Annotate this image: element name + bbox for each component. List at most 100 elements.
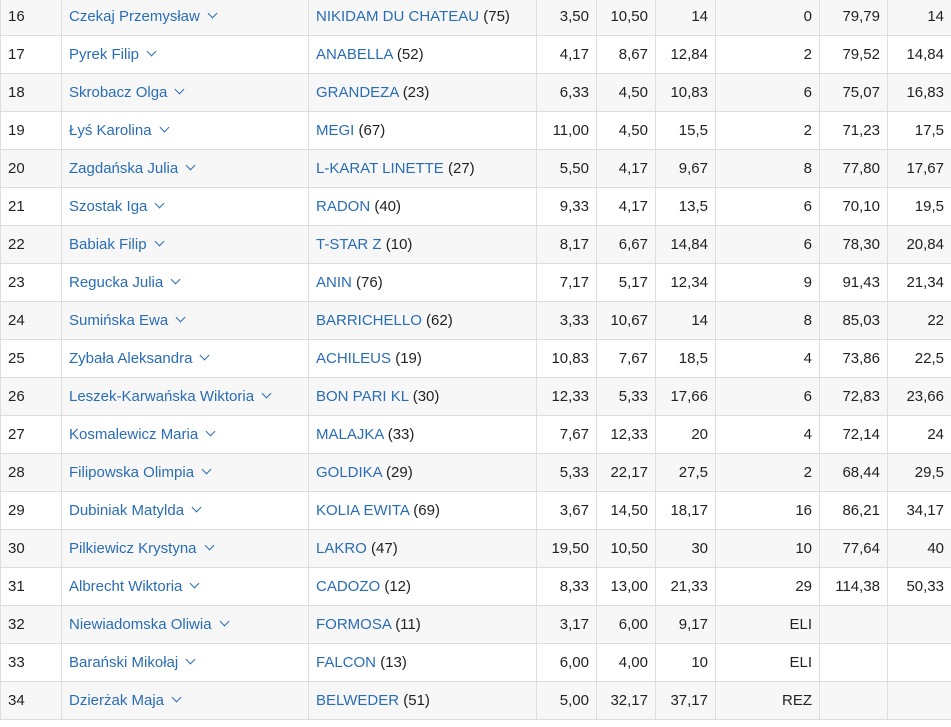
table-row: 19 Łyś Karolina MEGI (67) 11,00 4,50 15,5 2 71,… xyxy=(0,111,951,150)
horse-link[interactable]: NIKIDAM DU CHATEAU xyxy=(316,8,480,25)
horse-link[interactable]: MALAJKA xyxy=(316,426,384,443)
horse-link[interactable]: CADOZO xyxy=(316,578,381,595)
horse-link[interactable]: L-KARAT LINETTE xyxy=(316,160,444,177)
rider-dropdown[interactable]: Zybała Aleksandra xyxy=(69,350,210,367)
time-cell xyxy=(819,605,888,644)
horse-link[interactable]: BELWEDER xyxy=(316,692,400,709)
chevron-down-icon[interactable] xyxy=(205,426,216,437)
rider-name[interactable]: Zagdańska Julia xyxy=(69,160,179,177)
chevron-down-icon[interactable] xyxy=(154,198,165,209)
rider-dropdown[interactable]: Zagdańska Julia xyxy=(69,160,196,177)
horse-link[interactable]: ACHILEUS xyxy=(316,350,392,367)
score-cell-1: 5,33 xyxy=(536,453,597,492)
position-cell: 21 xyxy=(0,187,62,226)
rider-name[interactable]: Sumińska Ewa xyxy=(69,312,169,329)
chevron-down-icon[interactable] xyxy=(185,160,196,171)
rider-name[interactable]: Leszek-Karwańska Wiktoria xyxy=(69,388,255,405)
rider-name[interactable]: Skrobacz Olga xyxy=(69,84,168,101)
rider-dropdown[interactable]: Niewiadomska Oliwia xyxy=(69,616,229,633)
chevron-down-icon[interactable] xyxy=(146,46,157,57)
rider-cell: Pilkiewicz Krystyna xyxy=(61,529,309,568)
rider-name[interactable]: Niewiadomska Oliwia xyxy=(69,616,212,633)
chevron-down-icon[interactable] xyxy=(204,540,214,551)
table-row: 21 Szostak Iga RADON (40) 9,33 4,17 13,5 6 70,1… xyxy=(0,187,951,226)
rider-name[interactable]: Pilkiewicz Krystyna xyxy=(69,540,197,557)
position-cell: 32 xyxy=(0,605,62,644)
rider-dropdown[interactable]: Albrecht Wiktoria xyxy=(69,578,200,595)
chevron-down-icon[interactable] xyxy=(189,578,200,589)
horse-link[interactable]: GOLDIKA xyxy=(316,464,382,481)
chevron-down-icon[interactable] xyxy=(170,274,181,285)
rider-dropdown[interactable]: Kosmalewicz Maria xyxy=(69,426,216,443)
chevron-down-icon[interactable] xyxy=(201,464,212,475)
rider-name[interactable]: Dubiniak Matylda xyxy=(69,502,185,519)
horse-link[interactable]: GRANDEZA xyxy=(316,84,399,101)
chevron-down-icon[interactable] xyxy=(207,8,218,19)
rider-dropdown[interactable]: Łyś Karolina xyxy=(69,122,169,139)
chevron-down-icon[interactable] xyxy=(199,350,210,361)
horse-link[interactable]: BARRICHELLO xyxy=(316,312,422,329)
rider-name[interactable]: Regucka Julia xyxy=(69,274,164,291)
horse-link[interactable]: KOLIA EWITA xyxy=(316,502,410,519)
horse-cell: GRANDEZA (23) xyxy=(308,73,537,112)
chevron-down-icon[interactable] xyxy=(171,692,182,703)
rider-name[interactable]: Zybała Aleksandra xyxy=(69,350,193,367)
time-cell: 73,86 xyxy=(819,339,888,378)
score-cell-2: 22,17 xyxy=(596,453,656,492)
penalty-cell: 4 xyxy=(715,415,820,454)
rider-name[interactable]: Pyrek Filip xyxy=(69,46,140,63)
rider-name[interactable]: Dzierżak Maja xyxy=(69,692,165,709)
rider-name[interactable]: Szostak Iga xyxy=(69,198,148,215)
rider-dropdown[interactable]: Czekaj Przemysław xyxy=(69,8,218,25)
rider-dropdown[interactable]: Skrobacz Olga xyxy=(69,84,185,101)
rider-name[interactable]: Barański Mikołaj xyxy=(69,654,179,671)
rider-dropdown[interactable]: Szostak Iga xyxy=(69,198,165,215)
horse-cell: RADON (40) xyxy=(308,187,537,226)
rider-name[interactable]: Kosmalewicz Maria xyxy=(69,426,199,443)
rider-dropdown[interactable]: Dubiniak Matylda xyxy=(69,502,202,519)
chevron-down-icon[interactable] xyxy=(154,236,164,247)
rider-name[interactable]: Babiak Filip xyxy=(69,236,147,253)
horse-link[interactable]: BON PARI KL xyxy=(316,388,409,405)
time-cell xyxy=(819,643,888,682)
rider-dropdown[interactable]: Pyrek Filip xyxy=(69,46,157,63)
rider-dropdown[interactable]: Filipowska Olimpia xyxy=(69,464,212,481)
table-row: 32 Niewiadomska Oliwia FORMOSA (11) 3,17 6,0… xyxy=(0,605,951,644)
rider-name[interactable]: Filipowska Olimpia xyxy=(69,464,195,481)
chevron-down-icon[interactable] xyxy=(219,616,229,627)
horse-link[interactable]: T-STAR Z xyxy=(316,236,382,253)
horse-link[interactable]: ANABELLA xyxy=(316,46,393,63)
time-cell: 72,14 xyxy=(819,415,888,454)
score-cell-1: 19,50 xyxy=(536,529,597,568)
rider-name[interactable]: Łyś Karolina xyxy=(69,122,152,139)
penalty-cell: 6 xyxy=(715,377,820,416)
rider-name[interactable]: Czekaj Przemysław xyxy=(69,8,200,25)
rider-cell: Filipowska Olimpia xyxy=(61,453,309,492)
horse-link[interactable]: FORMOSA xyxy=(316,616,392,633)
chevron-down-icon[interactable] xyxy=(175,312,186,323)
chevron-down-icon[interactable] xyxy=(191,502,202,513)
rider-dropdown[interactable]: Dzierżak Maja xyxy=(69,692,182,709)
rider-dropdown[interactable]: Pilkiewicz Krystyna xyxy=(69,540,214,557)
rider-dropdown[interactable]: Regucka Julia xyxy=(69,274,181,291)
chevron-down-icon[interactable] xyxy=(159,122,169,133)
rider-dropdown[interactable]: Sumińska Ewa xyxy=(69,312,186,329)
horse-link[interactable]: LAKRO xyxy=(316,540,367,557)
horse-link[interactable]: RADON xyxy=(316,198,371,215)
rider-name[interactable]: Albrecht Wiktoria xyxy=(69,578,183,595)
position-cell: 29 xyxy=(0,491,62,530)
horse-link[interactable]: FALCON xyxy=(316,654,377,671)
rider-dropdown[interactable]: Babiak Filip xyxy=(69,236,164,253)
rider-dropdown[interactable]: Barański Mikołaj xyxy=(69,654,196,671)
rider-dropdown[interactable]: Leszek-Karwańska Wiktoria xyxy=(69,388,272,405)
chevron-down-icon[interactable] xyxy=(174,84,185,95)
horse-start-number: (33) xyxy=(387,426,415,443)
score-cell-3: 9,67 xyxy=(655,149,716,188)
total-cell: 20,84 xyxy=(887,225,951,264)
horse-cell: FORMOSA (11) xyxy=(308,605,537,644)
horse-link[interactable]: MEGI xyxy=(316,122,355,139)
chevron-down-icon[interactable] xyxy=(261,388,272,399)
chevron-down-icon[interactable] xyxy=(185,654,196,665)
rider-cell: Łyś Karolina xyxy=(61,111,309,150)
horse-link[interactable]: ANIN xyxy=(316,274,352,291)
